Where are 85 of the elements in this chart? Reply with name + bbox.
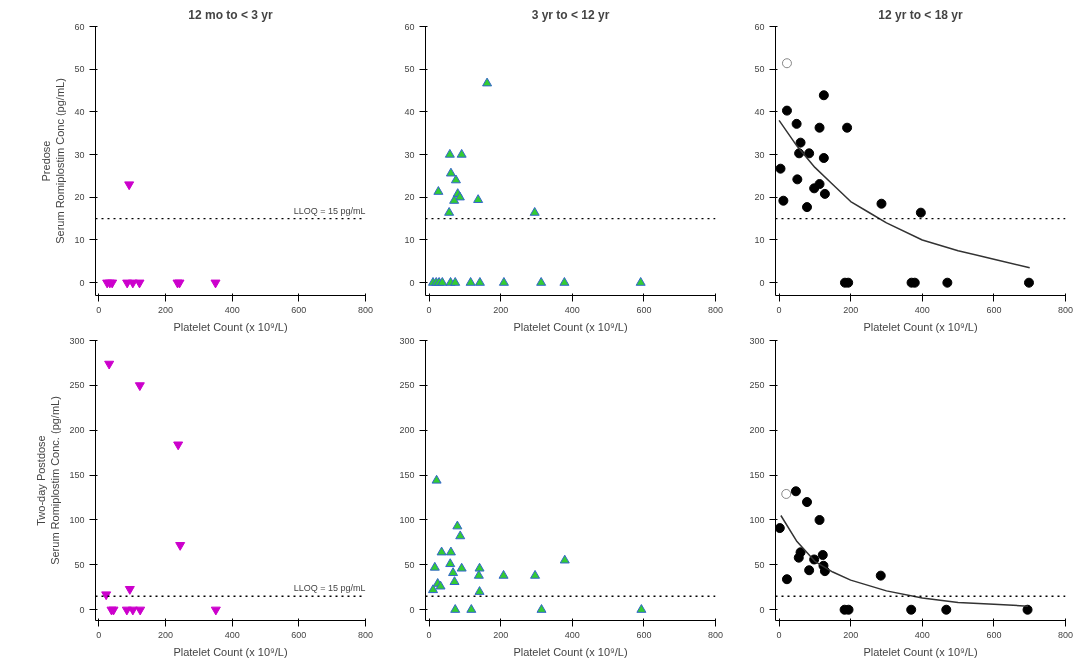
y-tick-label: 30 [754, 149, 765, 160]
y-tick-label: 60 [404, 21, 415, 32]
y-tick-label: 300 [399, 335, 415, 346]
y-tick-label: 200 [69, 425, 85, 436]
x-tick-label: 200 [843, 629, 859, 640]
y-tick-label: 150 [399, 470, 415, 481]
x-tick-label: 0 [776, 629, 782, 640]
x-axis-title: Platelet Count (x 10⁹/L) [173, 645, 288, 658]
y-tick-label: 300 [749, 335, 765, 346]
x-tick-label: 800 [707, 629, 724, 640]
y-tick-label: 20 [404, 192, 415, 203]
y-tick-label: 250 [399, 380, 415, 391]
x-tick-label: 400 [564, 304, 580, 315]
y-tick-label: 40 [404, 106, 415, 117]
y-tick-label: 50 [404, 559, 415, 570]
x-tick-label: 800 [707, 304, 724, 315]
y-tick-label: 200 [749, 425, 765, 436]
y-tick-label: 60 [754, 21, 765, 32]
x-tick-label: 400 [914, 304, 930, 315]
chart-title: 3 yr to < 12 yr [531, 7, 610, 22]
y-tick-label: 0 [409, 604, 415, 615]
y-tick-label: 50 [74, 64, 85, 75]
y-tick-label: 150 [749, 470, 765, 481]
y-tick-label: 0 [409, 277, 415, 288]
x-tick-label: 600 [291, 629, 307, 640]
x-tick-label: 0 [96, 629, 102, 640]
x-tick-label: 200 [843, 304, 859, 315]
y-axis-title: Predose Serum Romiplostim Conc (pg/mL) [40, 78, 67, 244]
y-tick-label: 100 [399, 514, 415, 525]
y-tick-label: 250 [749, 380, 765, 391]
y-tick-label: 250 [69, 380, 85, 391]
y-tick-label: 10 [74, 234, 85, 245]
x-tick-label: 600 [636, 304, 652, 315]
chart-title: 12 yr to < 18 yr [878, 7, 964, 22]
x-tick-label: 800 [1057, 304, 1074, 315]
x-tick-label: 600 [986, 629, 1002, 640]
x-axis-title: Platelet Count (x 10⁹/L) [173, 320, 288, 333]
x-axis-title: Platelet Count (x 10⁹/L) [513, 645, 628, 658]
y-tick-label: 50 [74, 559, 85, 570]
y-tick-label: 0 [79, 604, 85, 615]
x-tick-label: 200 [493, 304, 509, 315]
y-tick-label: 30 [74, 149, 85, 160]
y-tick-label: 300 [69, 335, 85, 346]
y-tick-label: 100 [69, 514, 85, 525]
x-tick-label: 800 [357, 629, 374, 640]
x-tick-label: 800 [1057, 629, 1074, 640]
chart-title: 12 mo to < 3 yr [188, 7, 274, 22]
x-tick-label: 400 [914, 629, 930, 640]
ref-line-label: LLOQ = 15 pg/mL [293, 205, 366, 216]
y-tick-label: 40 [754, 106, 765, 117]
y-tick-label: 20 [754, 192, 765, 203]
x-tick-label: 200 [493, 629, 509, 640]
x-tick-label: 600 [291, 304, 307, 315]
x-tick-label: 400 [564, 629, 580, 640]
y-tick-label: 20 [74, 192, 85, 203]
x-axis-title: Platelet Count (x 10⁹/L) [863, 320, 978, 333]
y-tick-label: 30 [404, 149, 415, 160]
x-tick-label: 0 [776, 304, 782, 315]
x-tick-label: 0 [96, 304, 102, 315]
y-tick-label: 50 [754, 559, 765, 570]
x-tick-label: 200 [157, 304, 174, 315]
y-tick-label: 60 [74, 21, 85, 32]
x-axis-title: Platelet Count (x 10⁹/L) [513, 320, 628, 333]
y-tick-label: 100 [749, 514, 765, 525]
y-axis-title: Two-day Postdose Serum Romiplostim Conc. (pg/mL) [35, 396, 62, 565]
y-tick-label: 50 [404, 64, 415, 75]
x-axis-title: Platelet Count (x 10⁹/L) [863, 645, 978, 658]
y-tick-label: 0 [79, 277, 85, 288]
x-tick-label: 200 [157, 629, 174, 640]
ref-line-label: LLOQ = 15 pg/mL [293, 583, 366, 594]
x-tick-label: 400 [224, 629, 240, 640]
y-tick-label: 10 [404, 234, 415, 245]
x-tick-label: 400 [224, 304, 240, 315]
y-tick-label: 10 [754, 234, 765, 245]
x-tick-label: 600 [636, 629, 652, 640]
x-tick-label: 600 [986, 304, 1002, 315]
y-tick-label: 200 [399, 425, 415, 436]
y-tick-label: 0 [759, 604, 765, 615]
y-tick-label: 0 [759, 277, 765, 288]
y-tick-label: 150 [69, 470, 85, 481]
x-tick-label: 0 [426, 629, 432, 640]
y-tick-label: 50 [754, 64, 765, 75]
x-tick-label: 800 [357, 304, 374, 315]
x-tick-label: 0 [426, 304, 432, 315]
y-tick-label: 40 [74, 106, 85, 117]
